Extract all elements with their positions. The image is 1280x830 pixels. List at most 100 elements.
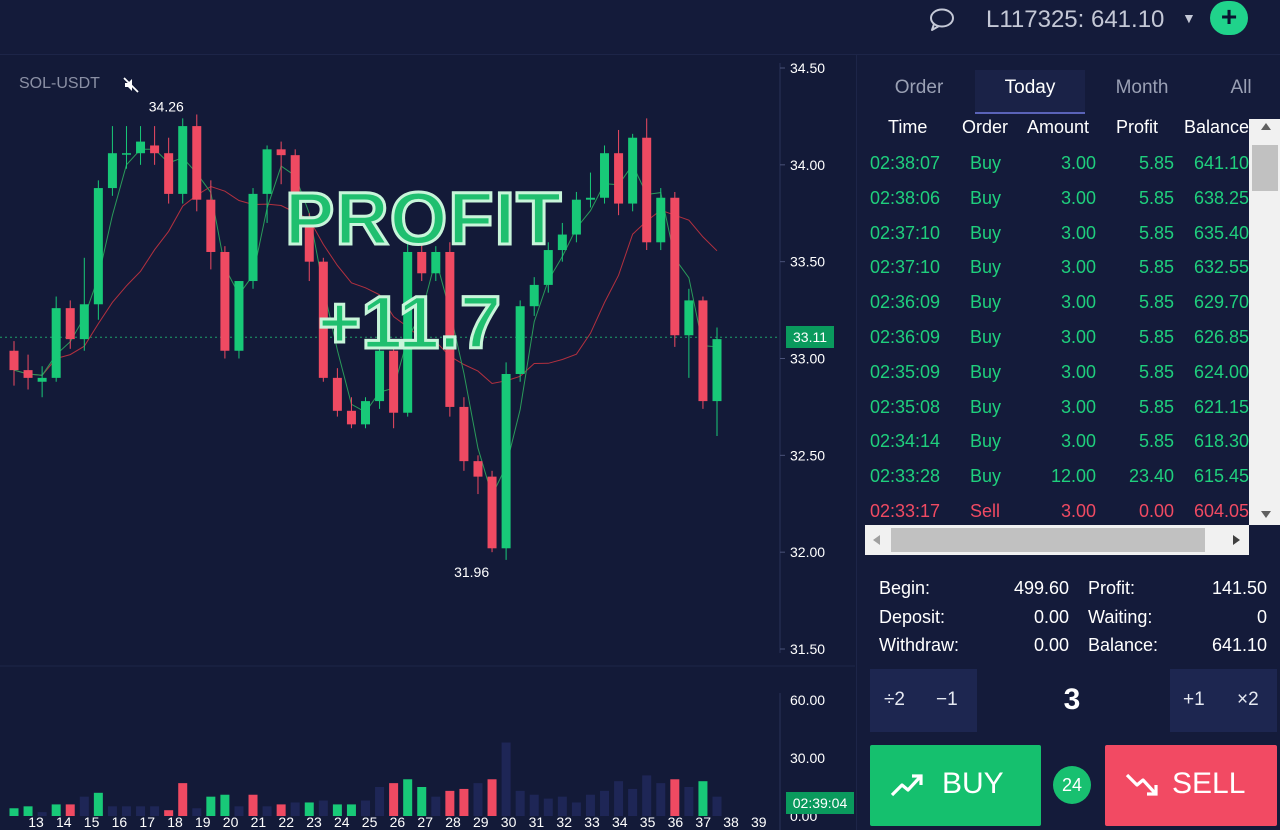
cell-amount: 3.00: [1060, 396, 1096, 417]
plus-one-button[interactable]: +1: [1183, 689, 1205, 710]
x-tick-label: 19: [195, 814, 211, 830]
table-row[interactable]: 02:36:09 Buy 3.00 5.85 626.85: [857, 321, 1249, 355]
volume-bar: [642, 775, 652, 816]
cell-time: 02:33:17: [870, 501, 941, 521]
table-row[interactable]: 02:33:28 Buy 12.00 23.40 615.45: [857, 460, 1249, 494]
minus-one-button[interactable]: −1: [936, 689, 958, 710]
table-row[interactable]: 02:37:10 Buy 3.00 5.85 632.55: [857, 251, 1249, 285]
candle-body: [192, 126, 202, 200]
double-button[interactable]: ×2: [1237, 689, 1259, 710]
horizontal-scroll-thumb[interactable]: [891, 528, 1205, 552]
profit-value: 141.50: [1211, 578, 1267, 598]
volume-bar: [150, 806, 160, 816]
cell-profit: 5.85: [1138, 187, 1174, 208]
volume-bar: [346, 804, 356, 816]
cell-time: 02:33:28: [870, 466, 941, 487]
chat-bubble-icon[interactable]: [928, 6, 956, 32]
column-header-order[interactable]: Order: [962, 117, 1009, 137]
price-chart[interactable]: 34.50 34.00 33.50 33.00 32.50 32.00 31.50 60.00…: [0, 55, 855, 830]
column-header-balance[interactable]: Balance: [1184, 117, 1250, 137]
candle-body: [698, 300, 708, 402]
x-tick-label: 20: [223, 814, 239, 830]
halve-button[interactable]: ÷2: [884, 689, 905, 710]
orders-table[interactable]: 02:38:07 Buy 3.00 5.85 641.10 02:38:06 Buy 3.00…: [857, 147, 1249, 522]
tab-order[interactable]: Order: [894, 77, 944, 98]
volume-bar: [403, 779, 413, 816]
column-header-amount[interactable]: Amount: [1027, 117, 1090, 137]
candle-body: [107, 153, 117, 189]
mute-icon[interactable]: [123, 77, 139, 93]
cell-time: 02:36:09: [870, 327, 941, 347]
candle-body: [290, 155, 300, 223]
table-row[interactable]: 02:33:17 Sell 3.00 0.00 604.05: [857, 495, 1249, 522]
table-row[interactable]: 02:35:09 Buy 3.00 5.85 624.00: [857, 356, 1249, 390]
candle-body: [614, 153, 624, 204]
cell-amount: 3.00: [1060, 361, 1096, 382]
volume-tick-label: 60.00: [790, 692, 825, 708]
sell-button[interactable]: SELL: [1105, 745, 1277, 826]
scroll-up-arrow-icon[interactable]: [1261, 123, 1271, 130]
buy-button[interactable]: BUY: [870, 745, 1041, 826]
cell-profit: 23.40: [1128, 466, 1174, 487]
x-tick-label: 38: [723, 814, 739, 830]
scroll-down-arrow-icon[interactable]: [1261, 511, 1271, 518]
cell-order: Buy: [970, 187, 1002, 208]
account-balance-selector[interactable]: L117325: 641.10: [986, 6, 1165, 33]
scroll-right-arrow-icon[interactable]: [1233, 535, 1240, 545]
cell-order: Buy: [970, 396, 1002, 417]
quantity-value[interactable]: 3: [1063, 683, 1081, 716]
price-tick-label: 32.50: [790, 447, 825, 463]
chevron-down-icon[interactable]: ▼: [1182, 10, 1196, 26]
candle-body: [150, 145, 160, 154]
orders-panel: Order Today Month All Time Order Amount …: [856, 55, 1280, 830]
table-row[interactable]: 02:36:09 Buy 3.00 5.85 629.70: [857, 286, 1249, 320]
candle-body: [543, 250, 553, 285]
add-funds-button[interactable]: +: [1210, 1, 1248, 35]
vertical-scroll-thumb[interactable]: [1252, 145, 1278, 191]
tab-today[interactable]: Today: [975, 70, 1085, 114]
table-row[interactable]: 02:35:08 Buy 3.00 5.85 621.15: [857, 391, 1249, 425]
cell-balance: 624.00: [1194, 361, 1249, 382]
cell-balance: 638.25: [1194, 187, 1249, 208]
tab-all[interactable]: All: [1230, 77, 1252, 98]
table-row[interactable]: 02:38:06 Buy 3.00 5.85 638.25: [857, 182, 1249, 216]
vertical-scrollbar[interactable]: [1249, 119, 1280, 525]
candle-body: [557, 234, 567, 251]
volume-bar: [290, 802, 300, 816]
volume-bar: [248, 794, 258, 816]
x-tick-label: 37: [695, 814, 711, 830]
deposit-label: Deposit:: [879, 607, 946, 627]
x-tick-label: 13: [28, 814, 44, 830]
volume-bar: [65, 804, 75, 816]
candle-body: [79, 304, 89, 340]
x-tick-label: 21: [251, 814, 267, 830]
x-tick-label: 39: [751, 814, 767, 830]
column-header-profit[interactable]: Profit: [1116, 117, 1159, 137]
candle-body: [93, 188, 103, 305]
withdraw-label: Withdraw:: [879, 635, 960, 655]
table-row[interactable]: 02:34:14 Buy 3.00 5.85 618.30: [857, 425, 1249, 459]
volume-bar: [515, 790, 525, 816]
sell-label: SELL: [1172, 767, 1246, 800]
table-row[interactable]: 02:38:07 Buy 3.00 5.85 641.10: [857, 147, 1249, 181]
cell-time: 02:35:09: [870, 361, 941, 382]
table-row[interactable]: 02:37:10 Buy 3.00 5.85 635.40: [857, 217, 1249, 251]
volume-tick-label: 30.00: [790, 750, 825, 766]
scroll-left-arrow-icon[interactable]: [873, 535, 880, 545]
profit-overlay-title: PROFIT: [283, 176, 563, 262]
candle-body: [417, 251, 427, 274]
cell-time: 02:36:09: [870, 292, 941, 313]
candle-body: [501, 373, 511, 549]
candle-body: [389, 350, 399, 413]
cell-amount: 3.00: [1060, 292, 1096, 313]
tab-month[interactable]: Month: [1115, 77, 1169, 98]
column-header-time[interactable]: Time: [888, 117, 928, 137]
volume-bar: [473, 783, 483, 816]
volume-bar: [361, 800, 370, 816]
cell-profit: 5.85: [1138, 222, 1174, 243]
balance-value: 641.10: [1211, 635, 1267, 655]
horizontal-scrollbar[interactable]: [865, 525, 1249, 555]
candle-body: [361, 401, 370, 425]
volume-bar: [107, 806, 117, 816]
x-tick-label: 34: [612, 814, 628, 830]
